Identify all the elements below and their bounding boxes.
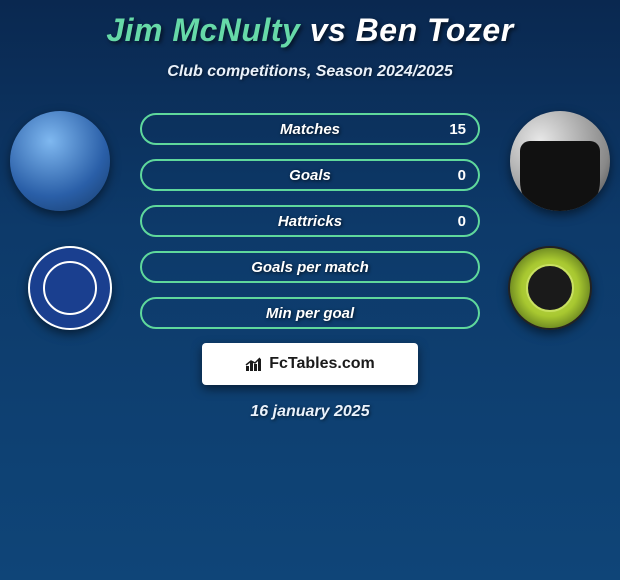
player2-club-badge — [508, 246, 592, 330]
player2-name: Ben Tozer — [356, 12, 514, 48]
stat-value-right: 0 — [458, 213, 466, 230]
stat-row: Min per goal — [140, 297, 480, 329]
subtitle: Club competitions, Season 2024/2025 — [0, 63, 620, 81]
player2-avatar — [510, 111, 610, 211]
branding-badge: FcTables.com — [202, 343, 418, 385]
stat-label: Min per goal — [266, 305, 354, 322]
stat-label: Goals per match — [251, 259, 369, 276]
stat-row: Hattricks 0 — [140, 205, 480, 237]
vs-text: vs — [310, 12, 347, 48]
player1-avatar — [10, 111, 110, 211]
chart-icon — [245, 356, 263, 372]
stat-row: Matches 15 — [140, 113, 480, 145]
branding-text: FcTables.com — [269, 355, 375, 373]
stat-label: Hattricks — [278, 213, 342, 230]
date-text: 16 january 2025 — [0, 403, 620, 421]
stat-row: Goals 0 — [140, 159, 480, 191]
stat-value-right: 0 — [458, 167, 466, 184]
stat-value-right: 15 — [449, 121, 466, 138]
stat-row: Goals per match — [140, 251, 480, 283]
stat-label: Goals — [289, 167, 331, 184]
stat-label: Matches — [280, 121, 340, 138]
stat-bars: Matches 15 Goals 0 Hattricks 0 Goals per match… — [140, 111, 480, 329]
page-title: Jim McNulty vs Ben Tozer — [0, 0, 620, 49]
player1-club-badge — [28, 246, 112, 330]
player1-name: Jim McNulty — [106, 12, 300, 48]
content-area: Matches 15 Goals 0 Hattricks 0 Goals per match… — [0, 111, 620, 421]
